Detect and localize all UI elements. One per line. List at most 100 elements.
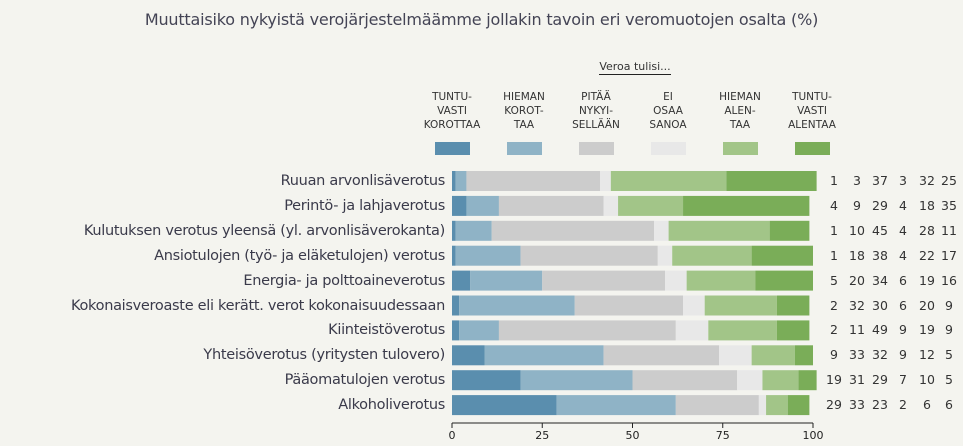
bar-segment (452, 345, 485, 366)
bar-segment (798, 370, 817, 391)
bar-segment (758, 395, 767, 416)
bar-segment (498, 195, 604, 216)
category-label: Yhteisöverotus (yritysten tulovero) (203, 347, 445, 364)
value-cell: 19 (919, 272, 935, 288)
value-cell: 18 (919, 197, 935, 213)
value-cell: 9 (830, 347, 838, 363)
bar-segment (686, 270, 756, 291)
legend-swatch (722, 142, 758, 155)
category-label: Ruuan arvonlisäverotus (280, 173, 446, 189)
bar-segment (766, 395, 788, 416)
category-label: Ansiotulojen (työ- ja eläketulojen) vero… (154, 247, 445, 264)
bar-segment (484, 345, 604, 366)
value-cell: 9 (945, 297, 953, 313)
value-cell: 33 (849, 347, 865, 363)
bar-segment (466, 171, 601, 191)
bar-segment (452, 171, 456, 191)
legend-swatch (650, 142, 686, 155)
value-cell: 32 (872, 347, 888, 363)
bar-segment (776, 320, 810, 341)
bar-segment (751, 345, 795, 366)
bar-segment (542, 270, 665, 291)
bar-segment (755, 270, 813, 291)
legend-title: Veroa tulisi... (599, 60, 671, 75)
category-label: Pääomatulojen verotus (284, 372, 446, 389)
bar-segment (459, 295, 575, 316)
value-cell: 37 (872, 173, 888, 188)
legend-label: EI OSAA SANOA (649, 91, 687, 131)
bar-segment (600, 171, 611, 191)
bar-segment (668, 220, 770, 241)
bar-segment (452, 195, 467, 216)
category-label: Energia- ja polttoaineverotus (243, 272, 445, 289)
value-cell: 2 (899, 397, 907, 413)
value-cell: 49 (872, 322, 888, 338)
value-cell: 35 (941, 197, 957, 213)
value-cell: 9 (945, 322, 953, 338)
legend-item: TUNTU- VASTI ALENTAA (776, 88, 848, 155)
legend-item: EI OSAA SANOA (632, 88, 704, 155)
value-cell: 6 (923, 397, 931, 413)
bar-segment (452, 395, 557, 416)
bar-segment (610, 171, 727, 191)
legend-label: HIEMAN KOROT- TAA (503, 91, 545, 131)
bar-segment (452, 270, 471, 291)
value-cell: 3 (853, 173, 861, 188)
bar-segment (708, 320, 777, 341)
bar-segment (787, 395, 810, 416)
value-cell: 31 (849, 372, 865, 388)
bar-segment (556, 395, 676, 416)
category-label: Kulutuksen verotus yleensä (yl. arvonlis… (83, 222, 445, 239)
bar-segment (762, 370, 799, 391)
value-cell: 34 (872, 272, 888, 288)
bar-segment (632, 370, 738, 391)
value-cell: 4 (830, 197, 838, 213)
category-label: Kokonaisveroaste eli kerätt. verot kokon… (70, 297, 445, 314)
legend-item: TUNTU- VASTI KOROTTAA (416, 88, 488, 155)
value-cell: 5 (830, 272, 838, 288)
value-cell: 4 (899, 197, 907, 213)
legend-item: HIEMAN KOROT- TAA (488, 88, 560, 155)
value-cell: 10 (919, 372, 935, 388)
value-cell: 11 (941, 222, 957, 238)
x-tick-label: 100 (803, 429, 824, 442)
value-cell: 1 (830, 247, 838, 263)
bar-segment (452, 220, 456, 241)
legend-heading: Veroa tulisi... (560, 60, 710, 75)
legend-item: PITÄÄ NYKYI- SELLÄÄN (560, 88, 632, 155)
value-cell: 25 (941, 173, 957, 188)
bar-segment (520, 245, 658, 266)
legend-label: PITÄÄ NYKYI- SELLÄÄN (572, 91, 620, 131)
bar-segment (683, 295, 705, 316)
legend-label: TUNTU- VASTI KOROTTAA (423, 91, 481, 131)
bar-segment (794, 345, 813, 366)
value-cell: 28 (919, 222, 935, 238)
value-cell: 33 (849, 397, 865, 413)
legend-swatch (506, 142, 542, 155)
bar-segment (574, 295, 684, 316)
x-tick-label: 75 (716, 429, 730, 442)
value-cell: 4 (899, 247, 907, 263)
bar-segment (466, 195, 499, 216)
value-cell: 17 (941, 247, 957, 263)
value-cell: 29 (826, 397, 842, 413)
value-cell: 19 (919, 322, 935, 338)
bar-segment (657, 245, 673, 266)
value-cell: 22 (919, 247, 935, 263)
value-cell: 1 (830, 173, 838, 188)
value-cell: 1 (830, 222, 838, 238)
value-cell: 38 (872, 247, 888, 263)
value-cell: 20 (919, 297, 935, 313)
bar-segment (603, 345, 720, 366)
bar-segment (664, 270, 687, 291)
bar-segment (491, 220, 655, 241)
bar-segment (672, 245, 752, 266)
bar-segment (704, 295, 777, 316)
bar-segment (452, 245, 456, 266)
value-cell: 2 (830, 297, 838, 313)
value-cell: 29 (872, 197, 888, 213)
bar-segment (455, 171, 467, 191)
bar-segment (498, 320, 676, 341)
value-cell: 5 (945, 372, 953, 388)
legend-item: HIEMAN ALEN- TAA (704, 88, 776, 155)
